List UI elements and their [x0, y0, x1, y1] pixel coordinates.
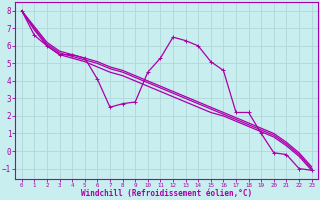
- X-axis label: Windchill (Refroidissement éolien,°C): Windchill (Refroidissement éolien,°C): [81, 189, 252, 198]
